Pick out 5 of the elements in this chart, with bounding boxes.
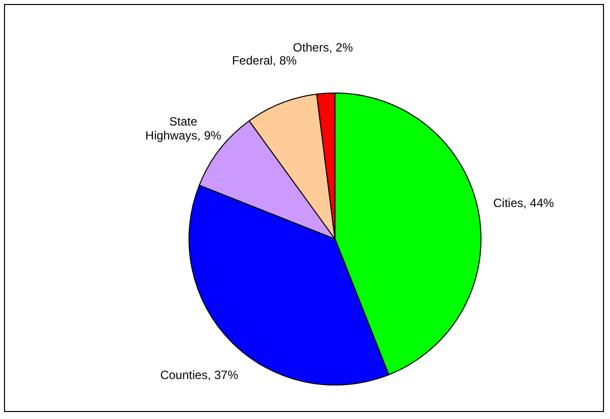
slice-label: State Highways, 9% [145, 114, 222, 142]
slice-label: Federal, 8% [232, 53, 297, 68]
slice-label: Cities, 44% [493, 196, 554, 210]
slice-label: Counties, 37% [160, 368, 239, 382]
slice-label: Others, 2% [292, 40, 354, 54]
